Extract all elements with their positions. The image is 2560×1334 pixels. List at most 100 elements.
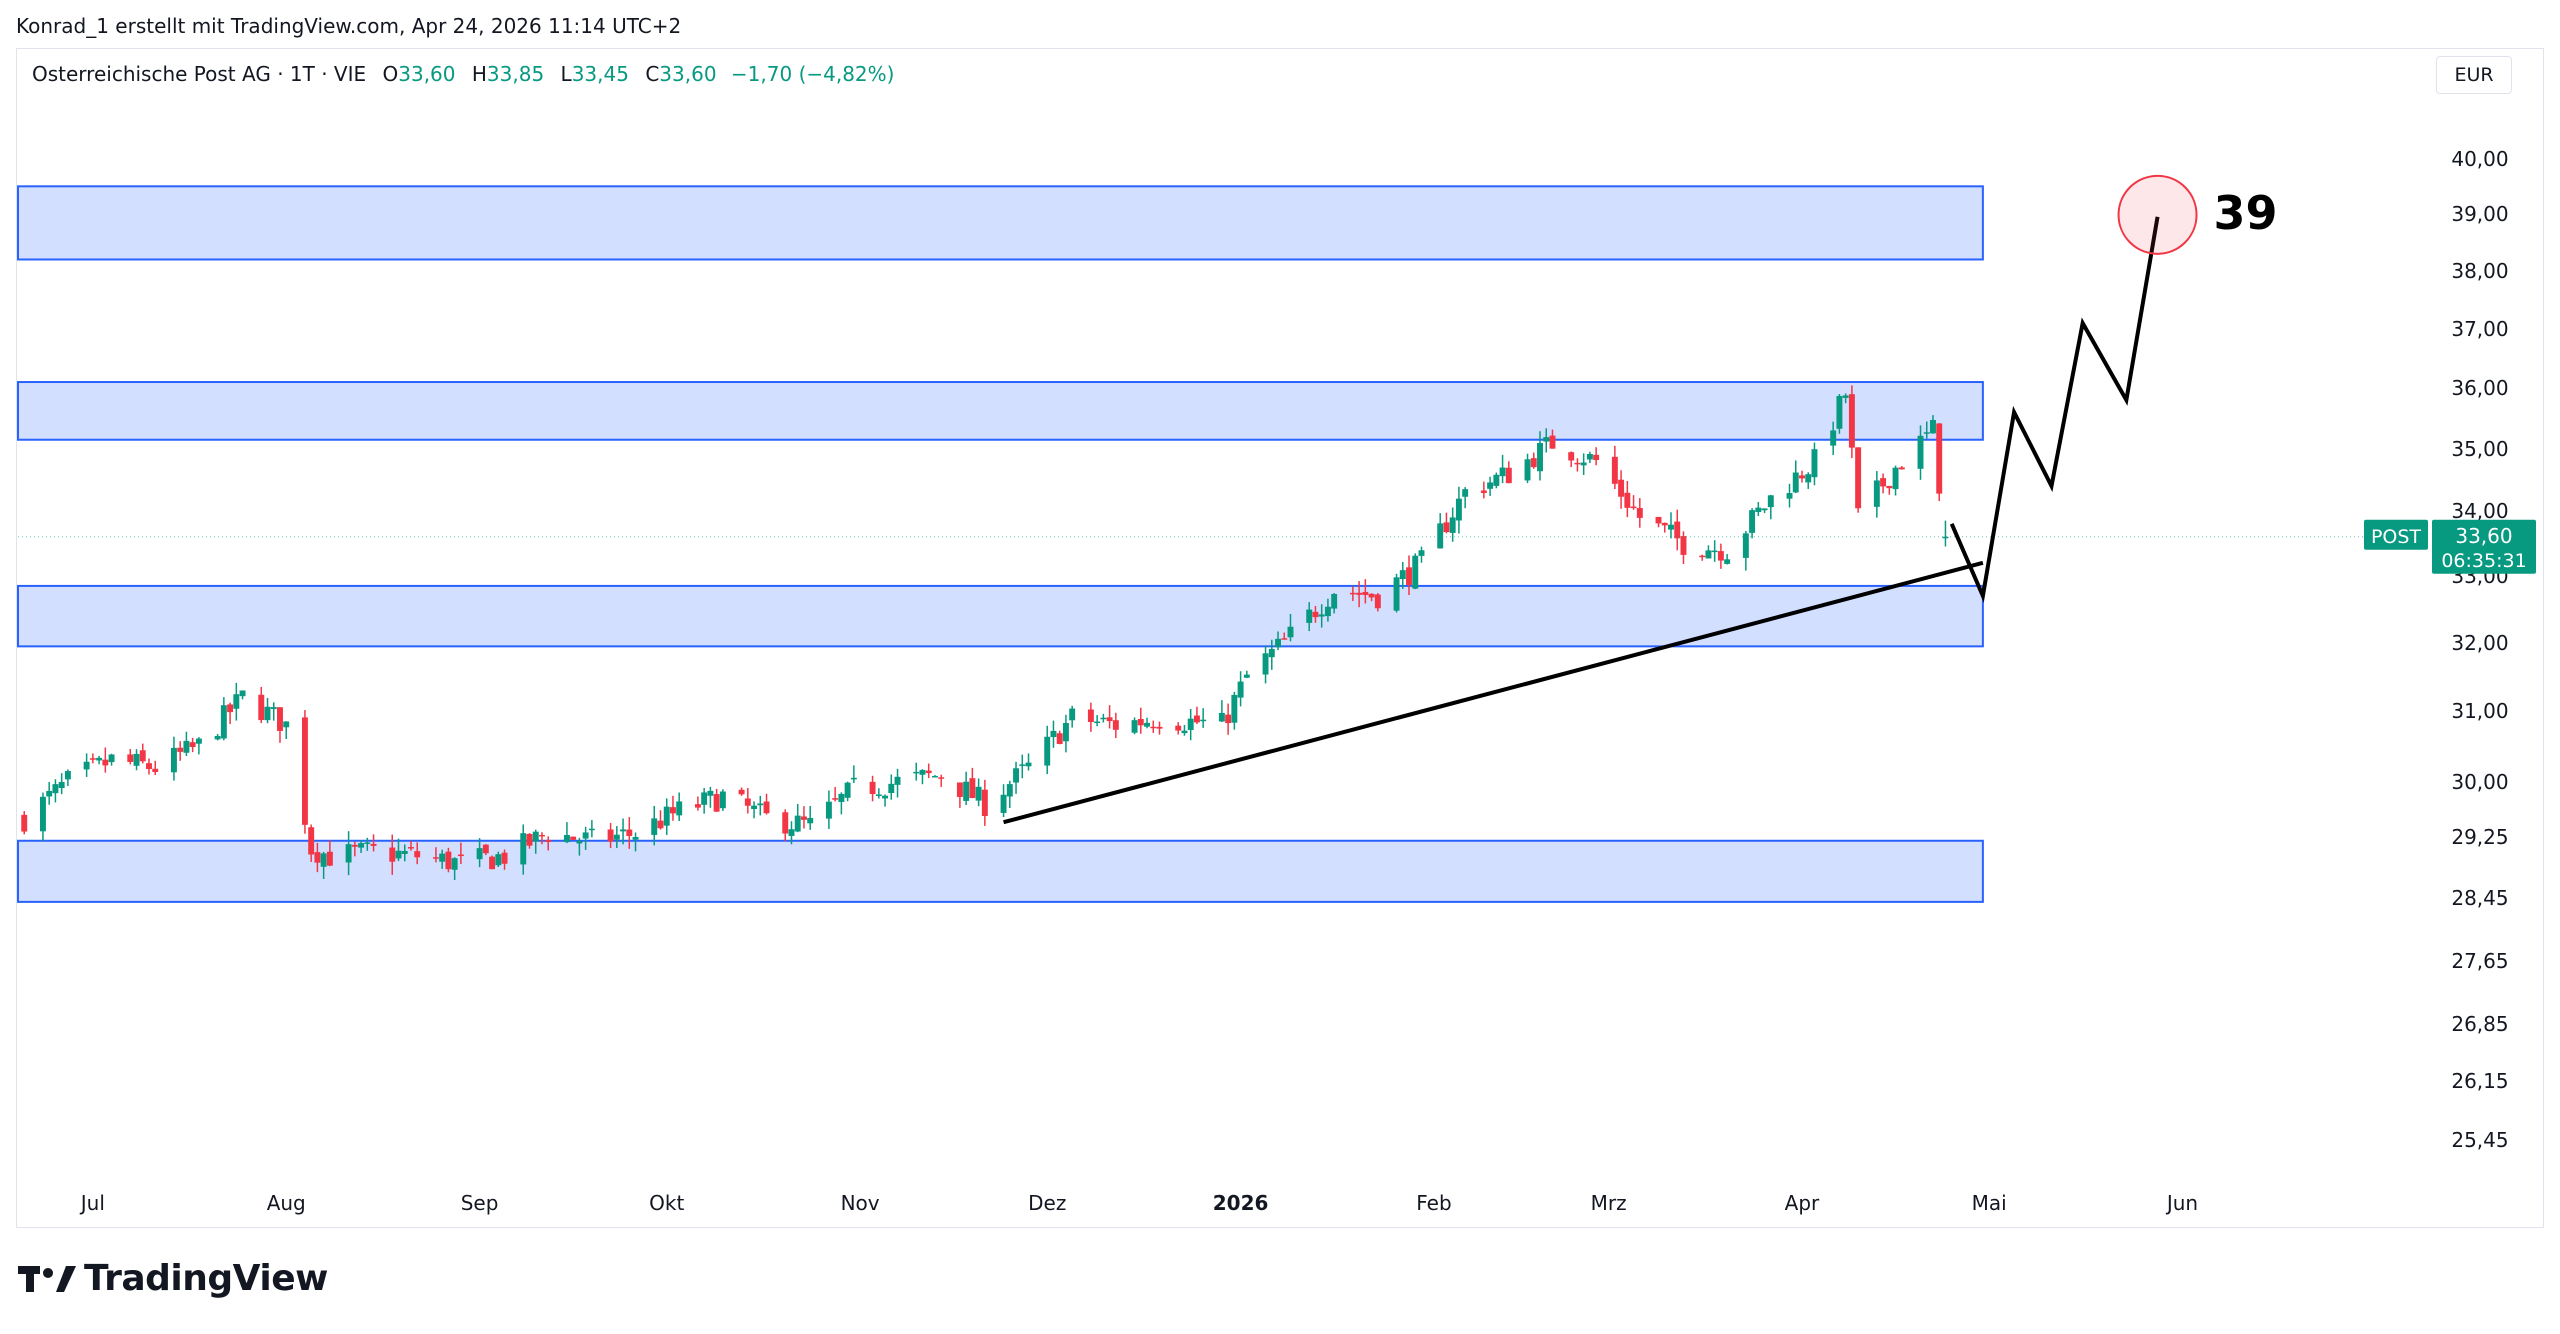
- candle-body: [1318, 614, 1325, 617]
- candle-body: [620, 829, 627, 832]
- currency-button[interactable]: EUR: [2436, 56, 2512, 94]
- candle-body: [719, 791, 726, 809]
- candle-body: [1892, 467, 1899, 490]
- time-tick-label: Jun: [2165, 1191, 2198, 1215]
- price-tick-label: 31,00: [2451, 699, 2508, 723]
- time-tick-label: Mrz: [1591, 1191, 1627, 1215]
- price-tick-label: 38,00: [2451, 259, 2508, 283]
- price-tick-label: 39,00: [2451, 202, 2508, 226]
- candle-body: [1137, 718, 1144, 726]
- candle-body: [1792, 472, 1799, 493]
- legend-open-label: O: [382, 62, 399, 86]
- candle-body: [401, 850, 408, 854]
- candle-body: [1705, 550, 1712, 559]
- candle-body: [326, 851, 333, 866]
- candle-body: [1755, 507, 1762, 512]
- candle-body: [919, 770, 926, 775]
- legend-symbol[interactable]: Osterreichische Post AG · 1T · VIE: [32, 62, 367, 86]
- candle-body: [1374, 594, 1381, 609]
- candle-body: [133, 753, 140, 766]
- candle-body: [1100, 717, 1107, 720]
- candle-body: [613, 834, 620, 840]
- candle-body: [520, 833, 527, 865]
- candle-body: [1412, 555, 1419, 589]
- candle-body: [1393, 577, 1400, 611]
- candle-body: [539, 834, 545, 837]
- candle-body: [850, 777, 857, 780]
- candle-body: [969, 778, 976, 799]
- candle-body: [888, 783, 895, 794]
- candle-body: [1611, 456, 1618, 484]
- candle-body: [364, 842, 371, 844]
- candle-body: [1193, 715, 1200, 723]
- tradingview-logo-icon: [18, 1265, 76, 1292]
- candle-body: [1624, 492, 1631, 508]
- candle-body: [1942, 536, 1949, 539]
- candle-body: [64, 771, 71, 780]
- candle-body: [1062, 723, 1069, 742]
- candle-body: [763, 801, 770, 814]
- candle-body: [607, 829, 614, 842]
- candle-body: [1711, 550, 1718, 553]
- candle-body: [108, 754, 115, 763]
- price-tick-label: 34,00: [2451, 499, 2508, 523]
- projection-path: [1949, 216, 2160, 603]
- candle-body: [576, 840, 583, 844]
- candle-body: [563, 835, 570, 843]
- candle-body: [1543, 437, 1550, 442]
- candle-body: [1324, 606, 1331, 617]
- candle-body: [1537, 443, 1543, 472]
- candle-body: [1087, 709, 1094, 723]
- zone-layer: [17, 185, 1984, 903]
- support-resistance-zone: [17, 381, 1984, 441]
- candle-body: [1443, 522, 1450, 533]
- candle-body: [676, 801, 683, 816]
- support-resistance-zone: [17, 584, 1984, 648]
- candle-body: [1050, 730, 1057, 738]
- candle-body: [663, 806, 670, 826]
- candle-body: [1331, 594, 1338, 609]
- target-circle: [2117, 174, 2198, 255]
- candle-body: [46, 790, 53, 797]
- candle-body: [1150, 726, 1157, 729]
- candle-body: [1144, 722, 1150, 727]
- candle-body: [1231, 694, 1238, 723]
- candle-body: [1131, 720, 1138, 733]
- candle-body: [1069, 708, 1076, 721]
- candle-body: [139, 750, 146, 762]
- time-tick-label: Feb: [1416, 1191, 1451, 1215]
- candle-body: [1455, 498, 1462, 521]
- candle-body: [1886, 485, 1893, 489]
- candle-body: [713, 794, 720, 812]
- candle-body: [701, 792, 708, 805]
- candle-body: [832, 798, 839, 800]
- tradingview-brand[interactable]: TradingView: [18, 1258, 328, 1299]
- candle-body: [1437, 523, 1444, 549]
- candle-body: [757, 803, 764, 806]
- candle-body: [1655, 516, 1662, 524]
- candle-body: [632, 837, 639, 840]
- candle-body: [1742, 533, 1749, 558]
- candle-body: [1181, 730, 1188, 734]
- candle-body: [127, 754, 134, 762]
- candle-body: [894, 776, 901, 785]
- candle-body: [1586, 453, 1593, 460]
- candle-body: [1356, 592, 1363, 595]
- candle-body: [532, 831, 539, 842]
- candle-body: [1399, 570, 1406, 580]
- legend-low-label: L: [560, 62, 572, 86]
- legend-high-label: H: [471, 62, 487, 86]
- candle-body: [445, 851, 452, 870]
- candle-body: [1549, 435, 1556, 449]
- price-tick-label: 28,45: [2451, 886, 2508, 910]
- candle-body: [657, 820, 664, 829]
- price-tick-label: 30,00: [2451, 770, 2508, 794]
- candle-body: [844, 782, 851, 798]
- candle-body: [389, 847, 396, 862]
- candle-body: [626, 829, 633, 836]
- candle-body: [825, 801, 832, 819]
- candle-body: [1368, 593, 1375, 598]
- candle-body: [1593, 454, 1600, 461]
- candle-body: [1524, 459, 1531, 481]
